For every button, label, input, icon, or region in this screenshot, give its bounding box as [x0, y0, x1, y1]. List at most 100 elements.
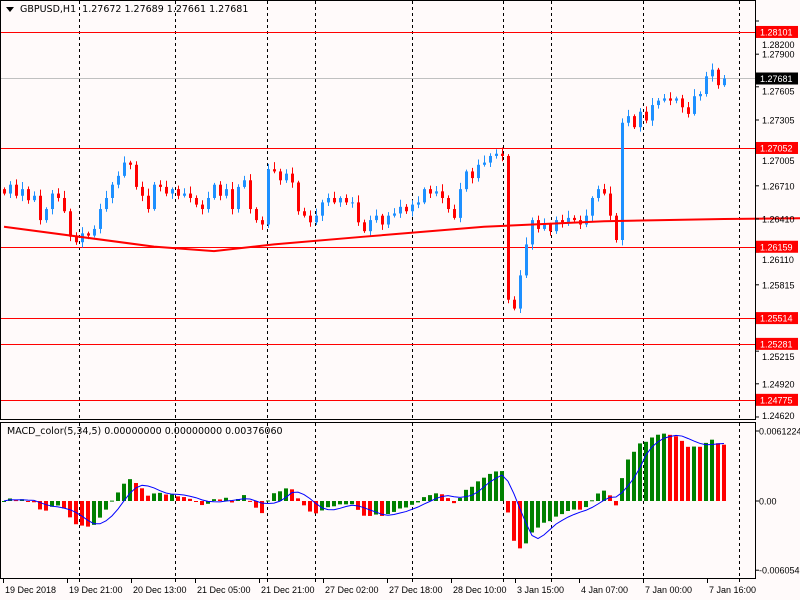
bull-candle	[387, 215, 390, 225]
time-label: 27 Dec 02:00	[325, 585, 379, 595]
bull-candle	[639, 111, 642, 128]
bear-candle	[381, 215, 384, 225]
macd-bar	[206, 501, 210, 504]
bull-candle	[117, 175, 120, 185]
macd-bar	[578, 501, 582, 510]
bear-candle	[333, 197, 336, 203]
macd-bar	[314, 501, 318, 514]
bull-candle	[693, 96, 696, 114]
bull-candle	[543, 224, 546, 229]
macd-bar	[44, 501, 48, 511]
macd-bar	[602, 490, 606, 501]
ohlc-label: 1.27672 1.27689 1.27661 1.27681	[82, 4, 249, 15]
macd-bar	[344, 501, 348, 505]
macd-title: MACD_color(5,34,5) 0.00000000 0.00000000…	[7, 426, 283, 437]
macd-bar	[218, 499, 222, 501]
bear-candle	[615, 215, 618, 241]
bear-candle	[159, 184, 162, 187]
bull-candle	[411, 204, 414, 212]
price-tick-label: 1.27305	[762, 115, 795, 125]
price-tick-label: 1.25215	[762, 352, 795, 362]
time-label: 21 Dec 05:00	[197, 585, 251, 595]
macd-bar	[584, 501, 588, 508]
macd-bar	[530, 501, 534, 533]
bull-candle	[555, 220, 558, 232]
macd-bar	[650, 437, 654, 501]
macd-bar	[284, 488, 288, 501]
bear-candle	[279, 171, 282, 181]
level-tag	[756, 240, 798, 253]
level-tag	[756, 141, 798, 154]
dropdown-triangle-icon[interactable]	[6, 7, 14, 12]
bear-candle	[687, 107, 690, 114]
bull-candle	[153, 184, 156, 210]
bear-candle	[195, 197, 198, 205]
macd-bar	[224, 497, 228, 501]
price-tick-label: 1.26410	[762, 214, 795, 224]
macd-bar	[536, 501, 540, 528]
bear-candle	[39, 195, 42, 221]
bear-candle	[27, 189, 30, 201]
macd-bar	[188, 498, 192, 501]
macd-bar	[440, 494, 444, 501]
macd-bar	[230, 501, 234, 503]
bull-candle	[495, 153, 498, 156]
time-label: 19 Dec 2018	[5, 585, 56, 595]
bull-candle	[123, 162, 126, 176]
macd-panel-frame	[0, 422, 756, 579]
bear-candle	[87, 233, 90, 236]
macd-bar	[290, 489, 294, 501]
macd-bar	[446, 498, 450, 501]
macd-bar	[560, 501, 564, 515]
macd-bar	[14, 500, 18, 502]
bull-candle	[393, 213, 396, 216]
bear-candle	[471, 171, 474, 179]
time-label: 3 Jan 15:00	[517, 585, 564, 595]
bull-candle	[597, 189, 600, 198]
bear-candle	[177, 189, 180, 196]
bull-candle	[435, 191, 438, 194]
macd-bar	[488, 473, 492, 501]
macd-bar	[410, 501, 414, 505]
bear-candle	[405, 206, 408, 212]
bear-candle	[63, 197, 66, 212]
macd-bar	[596, 493, 600, 501]
macd-bar	[512, 501, 516, 541]
bull-candle	[489, 155, 492, 163]
macd-bar	[116, 492, 120, 501]
macd-bar	[332, 501, 336, 507]
bear-candle	[645, 111, 648, 121]
bull-candle	[339, 197, 342, 203]
bear-candle	[573, 217, 576, 221]
bull-candle	[33, 195, 36, 201]
macd-signal-line	[3, 434, 725, 540]
bull-candle	[423, 189, 426, 203]
bull-candle	[369, 220, 372, 232]
bear-candle	[681, 98, 684, 108]
macd-bar	[392, 501, 396, 512]
macd-bar	[416, 501, 420, 503]
macd-bar	[644, 441, 648, 501]
bear-candle	[261, 220, 264, 225]
macd-bar	[50, 501, 54, 507]
macd-bar	[146, 495, 150, 501]
time-label: 28 Dec 10:00	[453, 585, 507, 595]
macd-bar	[422, 497, 426, 501]
macd-bar	[404, 501, 408, 508]
bull-candle	[51, 193, 54, 210]
macd-bar	[320, 501, 324, 511]
bear-candle	[447, 197, 450, 210]
symbol-label: GBPUSD,H1	[20, 4, 77, 15]
macd-bar	[668, 434, 672, 501]
macd-bar	[710, 439, 714, 501]
macd-bar	[680, 440, 684, 501]
bear-candle	[297, 182, 300, 212]
macd-bar	[374, 501, 378, 515]
bear-candle	[609, 193, 612, 216]
bear-candle	[669, 98, 672, 101]
chart-title: GBPUSD,H1 1.27672 1.27689 1.27661 1.2768…	[6, 4, 248, 15]
bear-candle	[3, 189, 6, 194]
bull-candle	[531, 220, 534, 245]
price-tick-label: 1.24920	[762, 379, 795, 389]
